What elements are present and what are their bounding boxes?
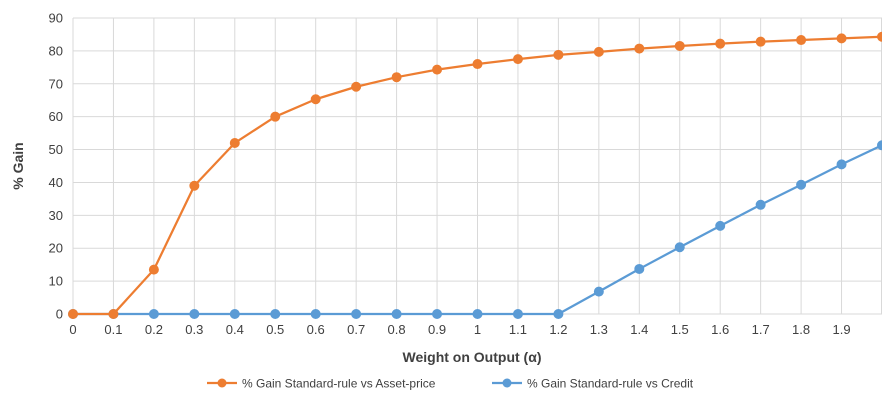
x-tick-label: 0.9 [428, 322, 446, 337]
y-tick-label: 90 [49, 11, 63, 26]
data-point [593, 46, 604, 57]
x-tick-label: 0.8 [388, 322, 406, 337]
data-point [189, 180, 200, 191]
x-tick-label: 1.9 [833, 322, 851, 337]
data-point [674, 40, 685, 51]
data-point [836, 33, 847, 44]
y-tick-label: 40 [49, 175, 63, 190]
data-point [674, 242, 685, 253]
y-tick-label: 70 [49, 76, 63, 91]
y-tick-label: 60 [49, 109, 63, 124]
x-tick-label: 1.1 [509, 322, 527, 337]
data-point [148, 264, 159, 275]
x-tick-label: 1.3 [590, 322, 608, 337]
data-point [593, 286, 604, 297]
y-axis-title: % Gain [10, 142, 26, 189]
series [68, 31, 882, 319]
y-tick-label: 50 [49, 142, 63, 157]
data-point [391, 72, 402, 83]
data-point [432, 309, 443, 319]
data-point [351, 309, 362, 319]
x-axis-title: Weight on Output (α) [403, 349, 542, 365]
x-tick-label: 1.5 [671, 322, 689, 337]
x-tick-label: 0.2 [145, 322, 163, 337]
data-point [553, 49, 564, 60]
data-point [310, 94, 321, 105]
data-point [836, 159, 847, 170]
data-point [715, 38, 726, 49]
y-tick-label: 0 [56, 307, 63, 322]
data-point [553, 309, 564, 319]
x-tick-label: 0.6 [307, 322, 325, 337]
data-point [270, 309, 281, 319]
data-point [755, 36, 766, 47]
legend-label: % Gain Standard-rule vs Credit [527, 377, 694, 391]
y-tick-label: 20 [49, 241, 63, 256]
data-point [512, 309, 523, 319]
y-tick-label: 30 [49, 208, 63, 223]
data-point [877, 31, 882, 42]
data-point [472, 309, 483, 319]
x-axis-ticks: 0 0.1 0.2 0.3 0.4 0.5 0.6 0.7 0.8 0.9 1 1.1 1.2 1.3 1.… [69, 322, 850, 337]
data-point [634, 263, 645, 274]
x-tick-label: 0 [69, 322, 76, 337]
data-point [796, 179, 807, 190]
data-point [512, 54, 523, 65]
data-point [877, 140, 882, 151]
x-tick-label: 1 [474, 322, 481, 337]
data-point [270, 111, 281, 122]
data-point [391, 309, 402, 319]
data-point [796, 35, 807, 46]
data-point [755, 199, 766, 210]
data-point [351, 81, 362, 92]
data-point [310, 309, 321, 319]
data-point [715, 220, 726, 231]
legend-marker [502, 378, 512, 388]
x-tick-label: 0.3 [185, 322, 203, 337]
x-tick-label: 0.1 [104, 322, 122, 337]
data-point [68, 309, 78, 319]
legend: % Gain Standard-rule vs Asset-price % Gai… [207, 377, 694, 391]
data-point [229, 309, 240, 319]
data-point [108, 309, 119, 319]
data-point [634, 43, 645, 54]
x-tick-label: 1.2 [549, 322, 567, 337]
data-point [229, 137, 240, 148]
data-point [148, 309, 159, 319]
y-axis-ticks: 0 10 20 30 40 50 60 70 80 90 [49, 11, 63, 322]
legend-label: % Gain Standard-rule vs Asset-price [242, 377, 436, 391]
data-point [189, 309, 200, 319]
grid [72, 17, 882, 315]
x-tick-label: 0.4 [226, 322, 244, 337]
x-tick-label: 0.5 [266, 322, 284, 337]
x-tick-label: 1.6 [711, 322, 729, 337]
legend-marker [217, 378, 227, 388]
data-point [472, 59, 483, 70]
x-tick-label: 0.7 [347, 322, 365, 337]
x-tick-label: 1.4 [630, 322, 648, 337]
x-tick-label: 1.7 [752, 322, 770, 337]
y-tick-label: 10 [49, 274, 63, 289]
y-tick-label: 80 [49, 43, 63, 58]
x-tick-label: 1.8 [792, 322, 810, 337]
data-point [432, 64, 443, 75]
